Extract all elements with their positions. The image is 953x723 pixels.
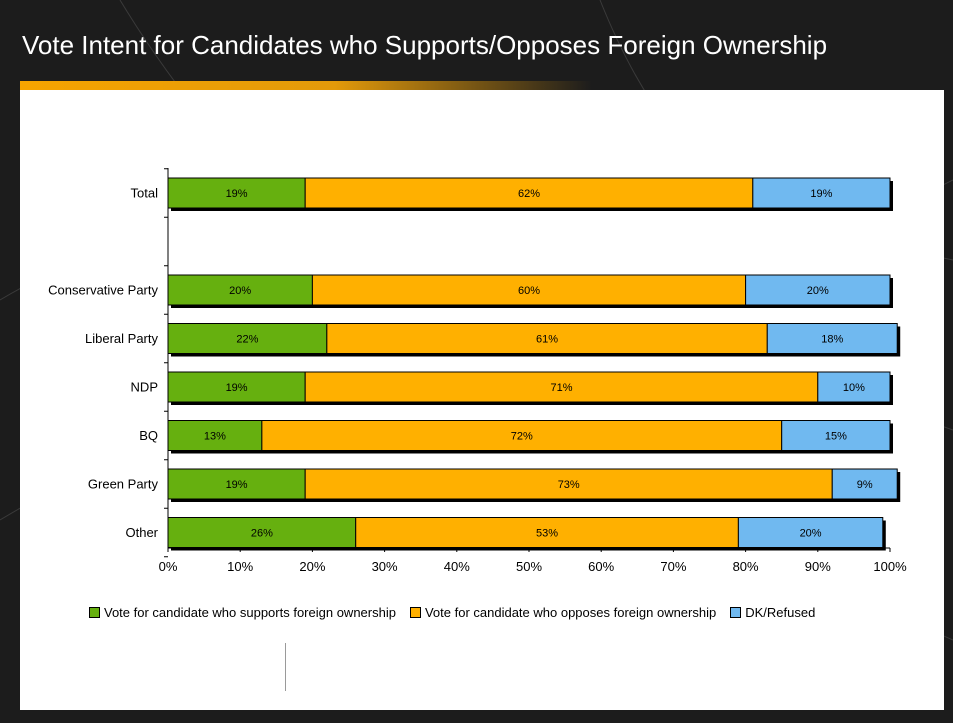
bar-segment xyxy=(167,371,306,403)
footer-divider xyxy=(285,643,286,691)
legend-label-supports: Vote for candidate who supports foreign … xyxy=(104,605,396,620)
x-tick-label: 100% xyxy=(873,559,907,574)
category-label: Green Party xyxy=(88,477,159,492)
data-label: 18% xyxy=(821,334,843,346)
title-accent-bar xyxy=(20,81,592,90)
category-label: BQ xyxy=(139,428,158,443)
x-tick-label: 90% xyxy=(805,559,831,574)
legend-swatch-dk-refused xyxy=(730,607,742,618)
legend-item-opposes: Vote for candidate who opposes foreign o… xyxy=(409,605,717,620)
data-label: 60% xyxy=(518,285,540,297)
x-tick-label: 30% xyxy=(372,559,398,574)
bar-segment xyxy=(167,468,306,500)
bar-segment xyxy=(167,323,328,354)
data-label: 19% xyxy=(226,188,248,200)
data-label: 20% xyxy=(800,528,822,540)
data-label: 53% xyxy=(536,528,558,540)
legend-swatch-supports xyxy=(89,607,100,618)
stacked-bar-chart: 0% 10% 20% 30% 40% 50% 60% 70% 80% 90% 100% Total 19… xyxy=(48,168,907,574)
legend-label-opposes: Vote for candidate who opposes foreign o… xyxy=(424,605,717,620)
x-tick-label: 40% xyxy=(444,559,470,574)
bar-segment xyxy=(752,177,891,209)
data-label: 9% xyxy=(857,479,873,491)
data-label: 19% xyxy=(226,479,248,491)
bar-segment xyxy=(745,274,891,306)
bar-segment xyxy=(167,420,263,451)
category-label: NDP xyxy=(131,380,158,395)
bar-segment xyxy=(304,371,819,403)
legend-swatch-opposes xyxy=(409,607,421,618)
bar-segment xyxy=(167,274,313,306)
data-label: 15% xyxy=(825,431,847,443)
bar-segment xyxy=(167,177,306,209)
bar-segment xyxy=(817,371,891,403)
bar-segment xyxy=(304,177,754,209)
chart-legend: Vote for candidate who supports foreign … xyxy=(89,605,909,620)
legend-item-supports: Vote for candidate who supports foreign … xyxy=(89,605,396,620)
x-tick-label: 60% xyxy=(588,559,614,574)
slide-title: Vote Intent for Candidates who Supports/… xyxy=(22,30,828,60)
category-label: Total xyxy=(131,186,159,201)
bar-segment xyxy=(355,517,739,548)
bar-segment xyxy=(167,517,357,548)
bar-segment xyxy=(304,468,833,500)
data-label: 61% xyxy=(536,334,558,346)
category-label: Conservative Party xyxy=(48,283,158,298)
data-label: 10% xyxy=(843,382,865,394)
chart-panel: 0% 10% 20% 30% 40% 50% 60% 70% 80% 90% 100% Total 19… xyxy=(20,90,944,710)
x-tick-label: 10% xyxy=(227,559,253,574)
x-tick-label: 70% xyxy=(660,559,686,574)
bar-segment xyxy=(781,420,891,451)
bar-segment xyxy=(831,468,898,500)
bar-segment xyxy=(326,323,768,354)
data-label: 26% xyxy=(251,528,273,540)
legend-label-dk-refused: DK/Refused xyxy=(745,605,816,620)
category-label: Other xyxy=(125,525,158,540)
data-label: 62% xyxy=(518,188,540,200)
category-label: Liberal Party xyxy=(85,331,158,346)
data-label: 19% xyxy=(226,382,248,394)
data-label: 71% xyxy=(550,382,572,394)
bar-segment xyxy=(261,420,783,451)
x-tick-label: 20% xyxy=(299,559,325,574)
data-label: 72% xyxy=(511,431,533,443)
bar-segment xyxy=(737,517,884,548)
bar-segment xyxy=(766,323,898,354)
x-tick-label: 50% xyxy=(516,559,542,574)
data-label: 13% xyxy=(204,431,226,443)
data-label: 22% xyxy=(236,334,258,346)
x-tick-label: 80% xyxy=(733,559,759,574)
data-label: 73% xyxy=(558,479,580,491)
bar-segment xyxy=(311,274,747,306)
x-tick-label: 0% xyxy=(159,559,178,574)
data-label: 20% xyxy=(229,285,251,297)
data-label: 20% xyxy=(807,285,829,297)
data-label: 19% xyxy=(810,188,832,200)
legend-item-dk-refused: DK/Refused xyxy=(730,605,815,620)
